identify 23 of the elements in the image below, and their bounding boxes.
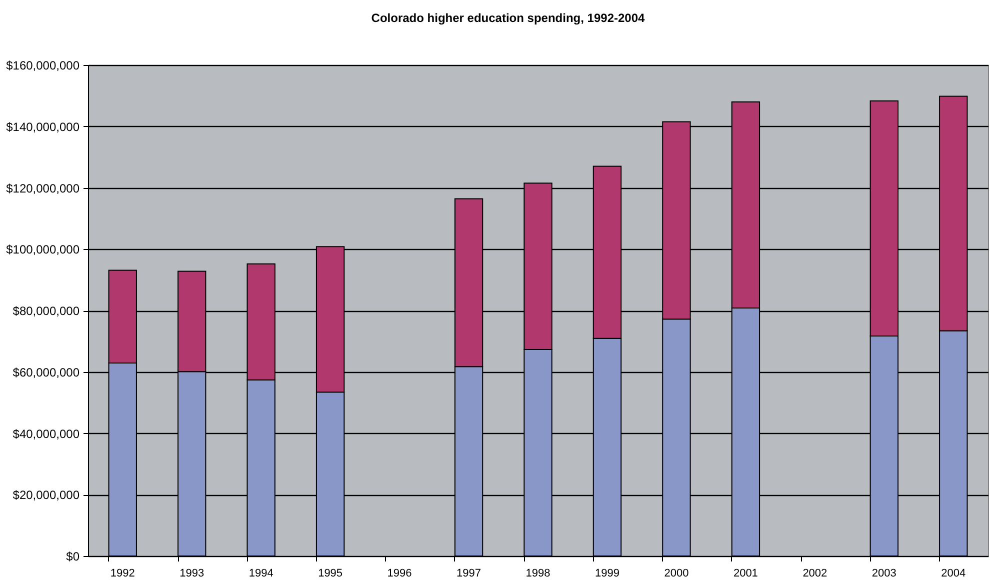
y-tick-label: $160,000,000 xyxy=(6,58,80,72)
y-tick-label: $140,000,000 xyxy=(6,120,80,134)
y-tick-label: $120,000,000 xyxy=(6,181,80,196)
x-tick-label: 1993 xyxy=(180,568,204,580)
y-tick-label: $100,000,000 xyxy=(6,242,80,257)
x-tick-label: 2000 xyxy=(664,568,689,580)
y-tick-label: $80,000,000 xyxy=(12,304,80,318)
x-tick-label: 2001 xyxy=(733,568,758,580)
x-tick-label: 1997 xyxy=(456,568,482,580)
chart-title: Colorado higher education spending, 1992-2004 xyxy=(371,11,646,25)
y-tick-label: $40,000,000 xyxy=(12,426,80,441)
y-tick-label: $60,000,000 xyxy=(12,365,80,380)
x-tick-label: 2002 xyxy=(802,568,828,580)
x-tick-label: 1999 xyxy=(594,568,620,580)
x-tick-label: 1994 xyxy=(248,568,274,580)
y-tick-label: $0 xyxy=(66,550,80,564)
x-tick-label: 2003 xyxy=(872,568,896,580)
x-tick-label: 2004 xyxy=(941,568,966,580)
x-tick-label: 1992 xyxy=(110,568,135,580)
y-tick-label: $20,000,000 xyxy=(12,488,80,502)
x-tick-label: 1995 xyxy=(318,568,343,580)
x-tick-label: 1998 xyxy=(526,568,550,580)
x-tick-label: 1996 xyxy=(387,568,412,580)
